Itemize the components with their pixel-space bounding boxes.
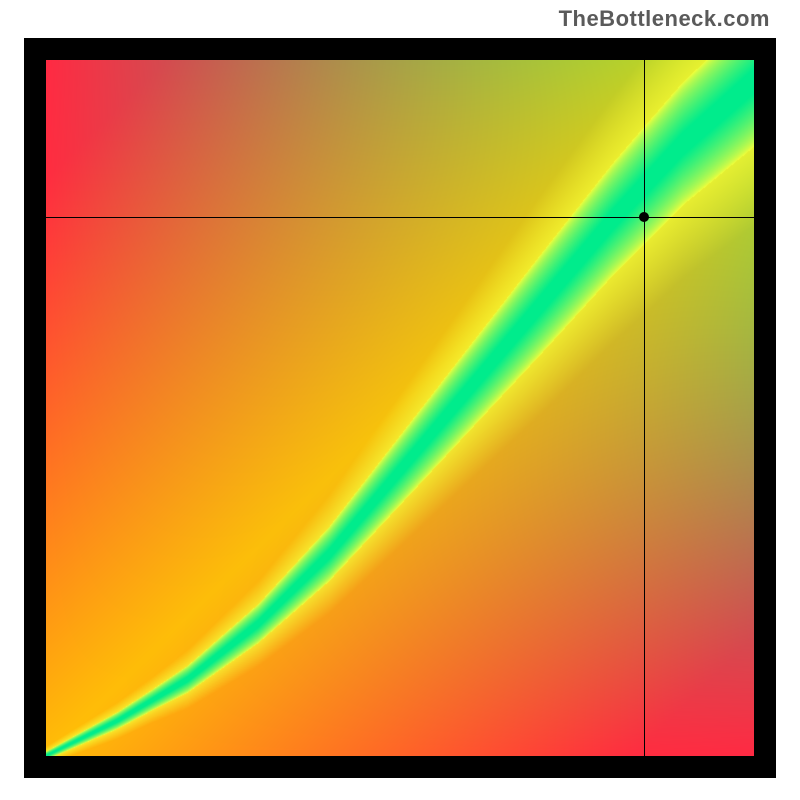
crosshair-marker xyxy=(639,212,649,222)
crosshair-vertical xyxy=(644,60,645,756)
plot-area xyxy=(46,60,754,756)
chart-container: TheBottleneck.com xyxy=(0,0,800,800)
attribution-text: TheBottleneck.com xyxy=(559,6,770,32)
heatmap-canvas xyxy=(46,60,754,756)
plot-frame xyxy=(24,38,776,778)
